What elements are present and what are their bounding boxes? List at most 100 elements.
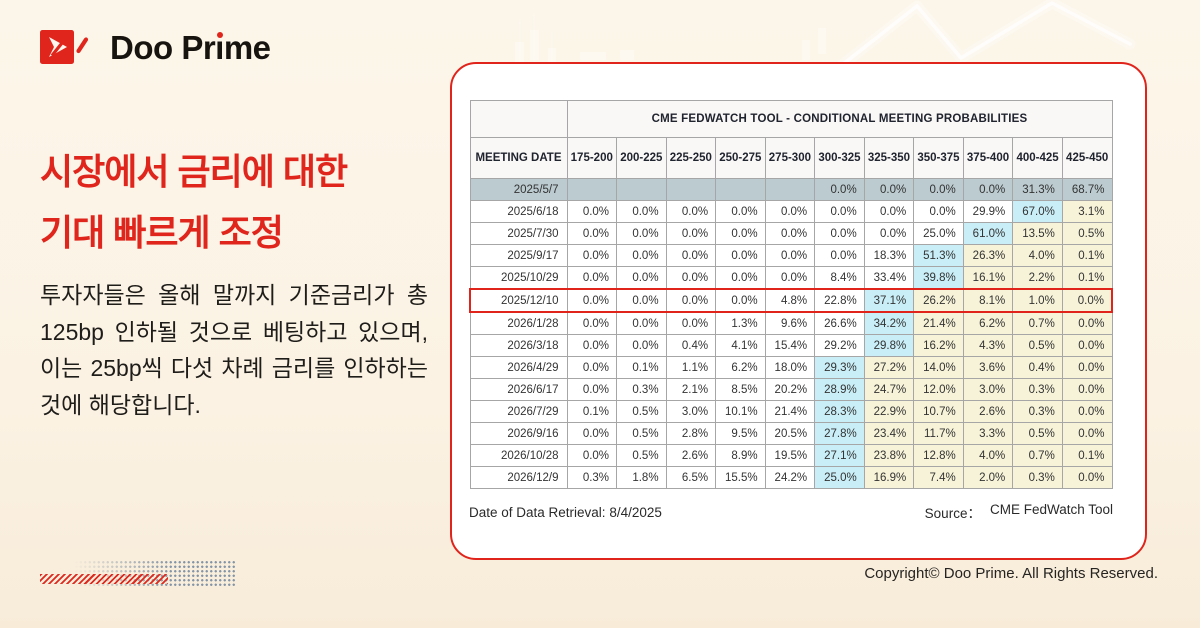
probability-cell: 0.0% bbox=[566, 378, 618, 401]
probability-cell: 0.3% bbox=[566, 466, 618, 489]
table-row: 2026/3/18 0.0% 0.0% 0.4% 4.1% 15.4% 29.2% 29.8%… bbox=[469, 334, 1113, 357]
probability-cell: 0.0% bbox=[863, 222, 915, 245]
probability-cell: 4.1% bbox=[715, 334, 766, 357]
probability-cell: 27.8% bbox=[814, 422, 865, 445]
probability-cell: 0.0% bbox=[566, 200, 618, 223]
probability-cell: 0.0% bbox=[1061, 311, 1113, 335]
probability-cell: 0.3% bbox=[616, 378, 667, 401]
probability-cell: 0.0% bbox=[962, 178, 1014, 201]
probability-cell: 4.8% bbox=[764, 288, 816, 313]
meeting-date-cell: 2026/9/16 bbox=[469, 422, 568, 445]
probability-cell: 18.0% bbox=[764, 356, 816, 379]
probability-cell: 0.3% bbox=[1012, 378, 1063, 401]
probability-cell: 0.0% bbox=[616, 311, 667, 335]
probability-cell: 15.5% bbox=[715, 466, 766, 489]
probability-cell: 0.0% bbox=[566, 356, 618, 379]
page-title: 시장에서 금리에 대한 기대 빠르게 조정 bbox=[40, 141, 348, 263]
probability-cell: 0.0% bbox=[1061, 400, 1113, 423]
meeting-date-cell: 2026/1/28 bbox=[469, 311, 568, 335]
probability-cell: 13.5% bbox=[1012, 222, 1063, 245]
probability-cell: 0.0% bbox=[863, 200, 915, 223]
probability-cell: 28.3% bbox=[814, 400, 865, 423]
table-corner-cell bbox=[469, 100, 568, 138]
probability-cell: 0.0% bbox=[616, 222, 667, 245]
probability-cell: 0.0% bbox=[566, 244, 618, 267]
table-title: CME FEDWATCH TOOL - CONDITIONAL MEETING … bbox=[566, 100, 1113, 138]
meeting-date-cell: 2025/10/29 bbox=[469, 266, 568, 290]
probability-cell: 16.9% bbox=[863, 466, 915, 489]
meeting-date-cell: 2025/7/30 bbox=[469, 222, 568, 245]
headline-line-1: 시장에서 금리에 대한 bbox=[40, 151, 348, 192]
probability-cell: 12.8% bbox=[913, 444, 964, 467]
probability-cell: 23.8% bbox=[863, 444, 915, 467]
logo: Doo Prı me bbox=[40, 26, 271, 70]
card-footer: Date of Data Retrieval: 8/4/2025 Source：… bbox=[469, 502, 1113, 522]
meeting-date-cell: 2026/10/28 bbox=[469, 444, 568, 467]
table-row: 2026/1/28 0.0% 0.0% 0.0% 1.3% 9.6% 26.6% 34.2% 2… bbox=[469, 311, 1113, 335]
probability-cell: 25.0% bbox=[814, 466, 865, 489]
table-row: 2025/7/30 0.0% 0.0% 0.0% 0.0% 0.0% 0.0% 0.0% 25.… bbox=[469, 222, 1113, 245]
probability-cell: 3.0% bbox=[962, 378, 1014, 401]
probability-cell: 51.3% bbox=[913, 244, 964, 267]
rate-range-header: 200-225 bbox=[616, 137, 667, 179]
probability-cell: 23.4% bbox=[863, 422, 915, 445]
probability-cell: 0.0% bbox=[566, 444, 618, 467]
probability-cell: 0.5% bbox=[1012, 334, 1063, 357]
probability-cell: 39.8% bbox=[913, 266, 964, 290]
probability-cell: 22.9% bbox=[863, 400, 915, 423]
probability-cell: 8.1% bbox=[962, 288, 1014, 313]
probability-cell: 61.0% bbox=[962, 222, 1014, 245]
table-row: 2026/7/29 0.1% 0.5% 3.0% 10.1% 21.4% 28.3% 22.9… bbox=[469, 400, 1113, 423]
probability-cell: 0.7% bbox=[1012, 311, 1063, 335]
probability-cell: 29.8% bbox=[863, 334, 915, 357]
meeting-date-header: MEETING DATE bbox=[469, 137, 568, 179]
probability-cell: 0.0% bbox=[764, 222, 816, 245]
probability-cell bbox=[566, 178, 618, 201]
meeting-date-cell: 2025/6/18 bbox=[469, 200, 568, 223]
probability-cell: 2.1% bbox=[665, 378, 717, 401]
probability-cell: 6.2% bbox=[962, 311, 1014, 335]
probability-cell bbox=[616, 178, 667, 201]
table-title-row: CME FEDWATCH TOOL - CONDITIONAL MEETING … bbox=[469, 100, 1113, 138]
rate-range-header: 275-300 bbox=[764, 137, 816, 179]
probability-cell: 29.3% bbox=[814, 356, 865, 379]
probability-cell: 0.1% bbox=[1061, 244, 1113, 267]
probability-cell: 0.0% bbox=[913, 200, 964, 223]
probability-cell: 34.2% bbox=[863, 311, 915, 335]
probability-cell: 0.0% bbox=[566, 422, 618, 445]
meeting-date-cell: 2026/3/18 bbox=[469, 334, 568, 357]
meeting-date-cell: 2026/12/9 bbox=[469, 466, 568, 489]
probability-cell: 0.0% bbox=[616, 200, 667, 223]
probability-cell: 7.4% bbox=[913, 466, 964, 489]
meeting-date-cell: 2026/7/29 bbox=[469, 400, 568, 423]
probability-cell: 24.7% bbox=[863, 378, 915, 401]
table-row: 2026/12/9 0.3% 1.8% 6.5% 15.5% 24.2% 25.0% 16.9… bbox=[469, 466, 1113, 489]
rate-range-header: 225-250 bbox=[665, 137, 717, 179]
probability-cell: 0.4% bbox=[665, 334, 717, 357]
body-paragraph: 투자자들은 올해 말까지 기준금리가 총 125bp 인하될 것으로 베팅하고 … bbox=[40, 282, 428, 418]
probability-cell: 0.0% bbox=[665, 288, 717, 313]
probability-cell: 0.0% bbox=[1061, 356, 1113, 379]
probability-cell: 0.3% bbox=[1012, 466, 1063, 489]
probability-cell: 4.0% bbox=[962, 444, 1014, 467]
probability-table-body: 2025/5/7 0.0% 0.0% 0.0% 0.0% 31.3% 68.7% 2025/6… bbox=[469, 178, 1113, 489]
probability-cell: 27.2% bbox=[863, 356, 915, 379]
probability-cell: 68.7% bbox=[1061, 178, 1113, 201]
meeting-date-cell: 2025/5/7 bbox=[469, 178, 568, 201]
table-row: 2025/6/18 0.0% 0.0% 0.0% 0.0% 0.0% 0.0% 0.0% 0.0… bbox=[469, 200, 1113, 223]
source-label: Source： bbox=[924, 506, 981, 521]
probability-cell: 0.0% bbox=[715, 266, 766, 290]
probability-cell: 0.0% bbox=[715, 222, 766, 245]
probability-cell: 0.0% bbox=[1061, 334, 1113, 357]
table-row: 2025/12/10 0.0% 0.0% 0.0% 0.0% 4.8% 22.8% 37.1%… bbox=[469, 288, 1113, 313]
probability-cell: 6.5% bbox=[665, 466, 717, 489]
striped-bar-decoration bbox=[40, 574, 168, 584]
probability-cell: 3.1% bbox=[1061, 200, 1113, 223]
rate-range-header: 400-425 bbox=[1012, 137, 1063, 179]
probability-cell: 0.5% bbox=[616, 422, 667, 445]
probability-cell: 0.0% bbox=[566, 288, 618, 313]
rate-range-header: 300-325 bbox=[814, 137, 865, 179]
probability-cell: 8.4% bbox=[814, 266, 865, 290]
probability-cell: 3.3% bbox=[962, 422, 1014, 445]
